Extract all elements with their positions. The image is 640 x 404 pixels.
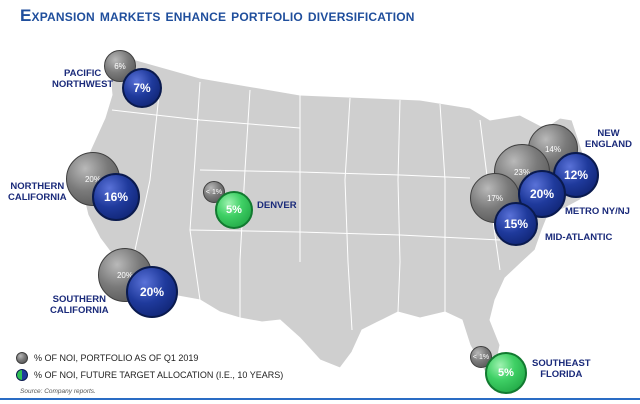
label-southeast-florida: SOUTHEAST FLORIDA	[532, 358, 591, 380]
label-mid-atlantic: MID-ATLANTIC	[545, 232, 613, 243]
label-metro-ny-nj: METRO NY/NJ	[565, 206, 630, 217]
state-boundaries	[111, 81, 501, 331]
southeast-florida-target-bubble: 5%	[485, 352, 527, 394]
label-northern-california-line1: NORTHERN	[10, 181, 65, 192]
northern-california-target-bubble: 16%	[92, 173, 140, 221]
mid-atlantic-target-bubble: 15%	[494, 202, 538, 246]
legend-current-dot	[16, 352, 28, 364]
legend-target-label: % OF NOI, FUTURE TARGET ALLOCATION (I.E.…	[34, 370, 284, 380]
page-title: Expansion markets enhance portfolio dive…	[20, 6, 415, 25]
label-denver: DENVER	[257, 200, 297, 211]
label-southeast-florida-line1: SOUTHEAST	[532, 358, 591, 369]
legend-current-label: % OF NOI, PORTFOLIO AS OF Q1 2019	[34, 353, 199, 363]
label-southern-california-line1: SOUTHERN	[52, 294, 106, 305]
label-new-england-line2: ENGLAND	[585, 139, 632, 150]
footer-rule	[0, 398, 640, 400]
label-southern-california-line2: CALIFORNIA	[50, 305, 109, 316]
label-northern-california: NORTHERN CALIFORNIA	[8, 181, 67, 203]
legend-target-dot	[16, 369, 28, 381]
label-southern-california: SOUTHERN CALIFORNIA	[50, 294, 109, 316]
denver-target-bubble: 5%	[215, 191, 253, 229]
label-pacific-northwest-line2: NORTHWEST	[52, 79, 114, 90]
label-pacific-northwest: PACIFIC NORTHWEST	[52, 68, 113, 90]
pacific-northwest-target-bubble: 7%	[122, 68, 162, 108]
source-note: Source: Company reports.	[20, 388, 96, 395]
label-pacific-northwest-line1: PACIFIC	[63, 68, 102, 79]
label-new-england: NEW ENGLAND	[585, 128, 632, 150]
label-new-england-line1: NEW	[597, 128, 620, 139]
label-southeast-florida-line2: FLORIDA	[540, 369, 583, 380]
label-northern-california-line2: CALIFORNIA	[8, 192, 67, 203]
southern-california-target-bubble: 20%	[126, 266, 178, 318]
